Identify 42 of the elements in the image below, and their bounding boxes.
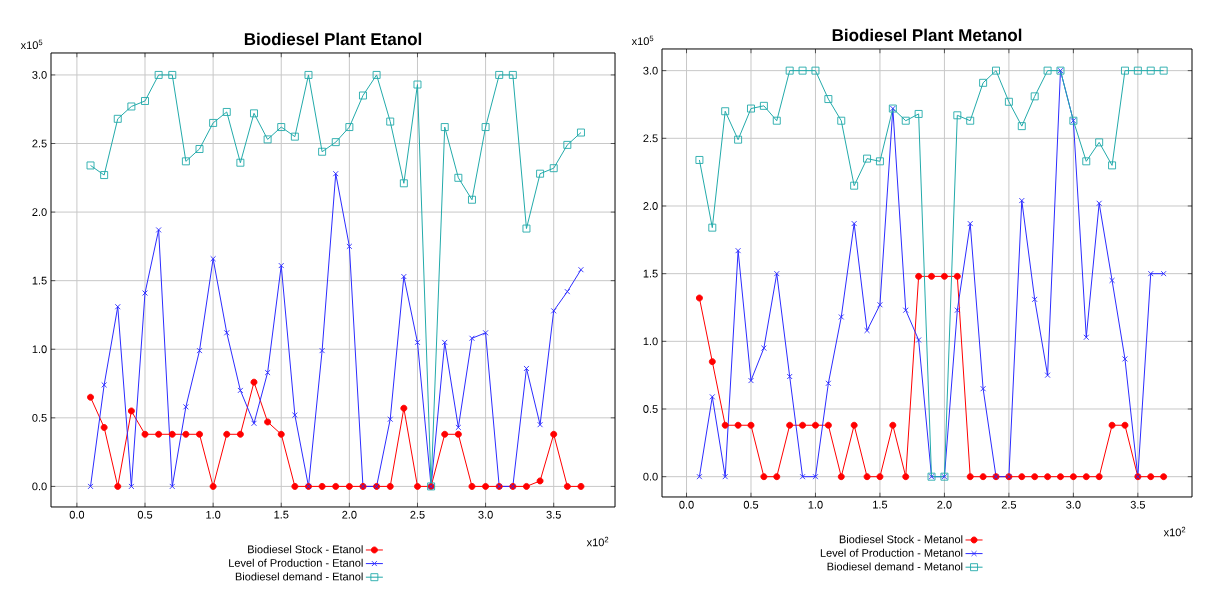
legend-label: Biodiesel demand - Etanol [235,572,363,581]
x-tick-label: 3.0 [1066,500,1081,509]
chart-title: Biodiesel Plant Etanol [244,32,422,46]
x-tick-label: 0.0 [679,500,694,509]
x-tick-label: 3.5 [546,510,561,519]
x-tick-label: 2.0 [342,510,357,519]
y-tick-label: 0.0 [643,472,658,481]
y-tick-label: 2.5 [643,134,658,143]
x-tick-label: 1.0 [206,510,221,519]
legend-label: Biodiesel Stock - Etanol [248,545,363,554]
y-tick-label: 3.0 [32,71,47,79]
x-tick-label: 3.5 [1130,500,1146,509]
legend-label: Biodiesel Stock - Metanol [839,535,963,544]
x-tick-label: 0.5 [137,510,153,519]
y-axis-title: x10$^{5}$ [631,35,654,46]
y-tick-label: 1.5 [643,269,658,278]
x-tick-label: 1.5 [274,510,289,519]
y-tick-label: 0.0 [32,482,47,491]
y-tick-label: 1.5 [32,276,47,285]
y-tick-label: 2.0 [32,208,47,216]
legend-label: Level of Production - Etanol [229,558,363,567]
x-axis-title: x10$^{2}$ [586,536,609,547]
y-tick-label: 1.0 [643,337,658,346]
x-tick-label: 2.5 [410,510,425,519]
y-tick-label: 0.5 [32,413,47,422]
x-axis-title: x10$^{2}$ [1163,526,1186,537]
chart-title: Biodiesel Plant Metanol [832,28,1022,42]
y-tick-label: 3.0 [643,66,658,75]
x-tick-label: 1.5 [873,500,888,509]
legend-label: Level of Production - Metanol [820,548,963,557]
y-tick-label: 0.5 [643,405,658,413]
x-tick-label: 0.5 [743,500,759,509]
x-tick-label: 0.0 [69,510,85,519]
x-tick-label: 3.0 [478,510,493,519]
legend-label: Biodiesel demand - Metanol [827,562,963,571]
y-tick-label: 2.5 [32,139,47,148]
y-tick-label: 2.0 [643,202,658,210]
x-tick-label: 2.0 [937,500,952,509]
y-axis-title: x10$^{5}$ [20,39,43,50]
x-tick-label: 1.0 [808,500,823,509]
y-tick-label: 1.0 [32,345,47,354]
x-tick-label: 2.5 [1001,500,1017,509]
